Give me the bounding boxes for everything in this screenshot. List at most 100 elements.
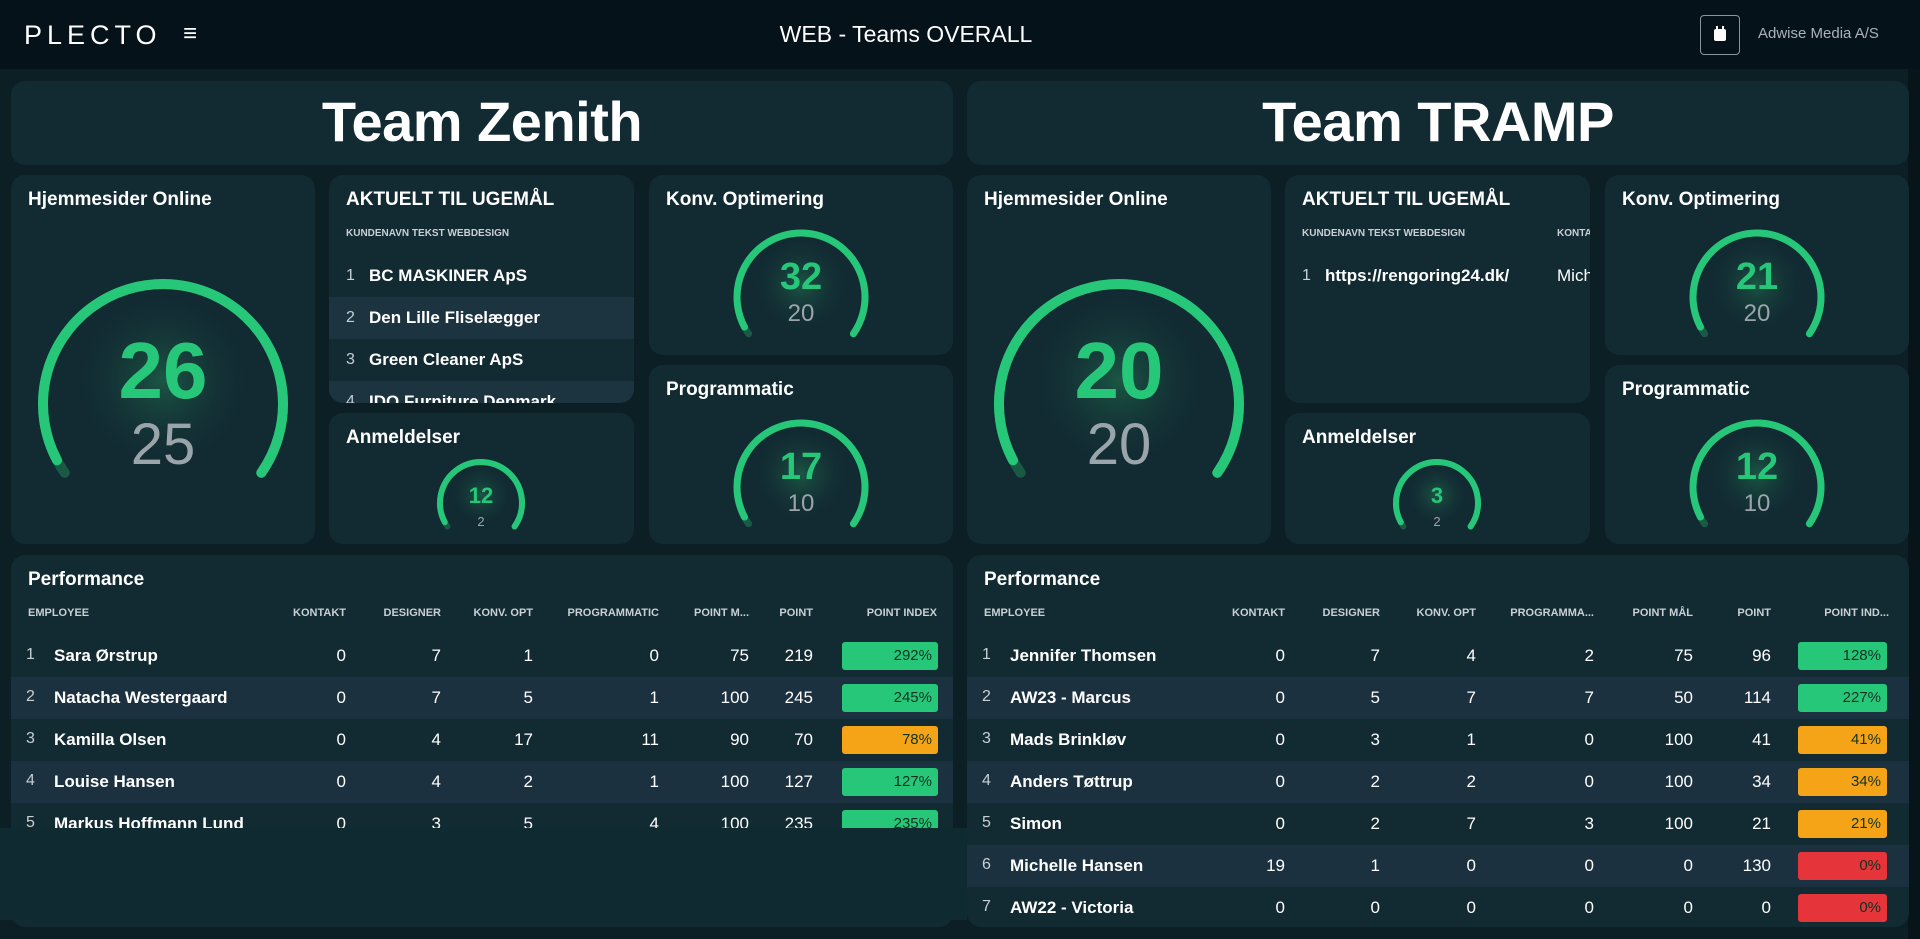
list-item[interactable]: 2 Den Lille Fliselægger (329, 297, 634, 339)
dashboard-title: WEB - Teams OVERALL (779, 21, 1033, 47)
column-header[interactable]: POINT (779, 607, 813, 619)
aktuelt-card[interactable]: AKTUELT TIL UGEMÅL KUNDENAVN TEKST WEBDES… (329, 175, 634, 403)
table-row[interactable]: 6 Michelle Hansen 19 1 0 0 0 130 0% (967, 845, 1909, 887)
cell-maal: 100 (720, 772, 749, 791)
employee-name: Jennifer Thomsen (1010, 646, 1157, 665)
cell-point: 0 (1761, 898, 1771, 917)
cell-konv: 1 (1466, 730, 1476, 749)
list-item[interactable]: 1 https://rengoring24.dk/Mich (1285, 255, 1590, 297)
hjemmesider-online-card[interactable]: Hjemmesider Online 26 25 (11, 175, 315, 544)
programmatic-card[interactable]: Programmatic 17 10 (649, 365, 953, 544)
performance-card[interactable]: Performance EMPLOYEE KONTAKT DESIGNER KONV. … (967, 555, 1909, 927)
row-rank: 1 (26, 646, 35, 663)
employee-name: Louise Hansen (54, 772, 175, 791)
organization-name[interactable]: Adwise Media A/S (1758, 25, 1879, 42)
hjemmesider-online-card[interactable]: Hjemmesider Online 20 20 (967, 175, 1271, 544)
table-row[interactable]: 2 Natacha Westergaard 0 7 5 1 100 245 245% (11, 677, 953, 719)
cell-maal: 90 (730, 730, 749, 749)
column-header[interactable]: PROGRAMMATIC (567, 607, 659, 619)
column-header[interactable]: DESIGNER (1322, 607, 1380, 619)
column-header[interactable]: POINT M... (694, 607, 749, 619)
column-header[interactable]: POINT INDEX (866, 607, 937, 619)
aktuelt-card[interactable]: AKTUELT TIL UGEMÅL KUNDENAVN TEKST WEBDES… (1285, 175, 1590, 403)
cell-point: 41 (1752, 730, 1771, 749)
column-header[interactable]: PROGRAMMA... (1510, 607, 1594, 619)
row-rank: 4 (26, 772, 35, 789)
cell-konv: 1 (523, 646, 533, 665)
calendar-button[interactable] (1700, 15, 1740, 55)
plecto-logo[interactable]: PLECTO (24, 20, 162, 50)
row-rank: 3 (26, 730, 35, 747)
employee-name: AW22 - Victoria (1010, 898, 1134, 917)
column-header[interactable]: KONV. OPT (473, 607, 534, 619)
column-header[interactable]: DESIGNER (383, 607, 441, 619)
cell-point: 114 (1743, 688, 1771, 707)
hamburger-menu-icon[interactable]: ≡ (183, 20, 198, 47)
column-header[interactable]: POINT IND... (1824, 607, 1889, 619)
gauge-fill (1689, 229, 1825, 338)
list-item[interactable]: 1 BC MASKINER ApS (329, 255, 634, 297)
obscured-region (0, 828, 967, 920)
column-header[interactable]: POINT (1737, 607, 1771, 619)
point-index-badge: 128% (1798, 642, 1887, 670)
team-name: Team Zenith (321, 90, 643, 153)
anmeldelser-card[interactable]: Anmeldelser 3 2 (1285, 413, 1590, 544)
table-row[interactable]: 4 Louise Hansen 0 4 2 1 100 127 127% (11, 761, 953, 803)
table-row[interactable]: 7 AW22 - Victoria 0 0 0 0 0 0 0% (967, 887, 1909, 927)
row-rank: 4 (982, 772, 991, 789)
cell-prog: 7 (1584, 688, 1594, 707)
column-header[interactable]: KONV. OPT (1416, 607, 1477, 619)
cell-konv: 7 (1466, 814, 1476, 833)
team-title-card: Team Zenith (11, 81, 953, 165)
cell-point: 245 (784, 688, 813, 707)
cell-maal: 50 (1674, 688, 1693, 707)
cell-konv: 5 (523, 814, 533, 833)
item-name: BC MASKINER ApS (369, 266, 528, 285)
point-index-badge: 227% (1798, 684, 1887, 712)
item-rank: 2 (346, 309, 355, 326)
gauge-target: 10 (788, 490, 815, 517)
point-index-badge: 0% (1798, 894, 1887, 922)
table-row[interactable]: 1 Sara Ørstrup 0 7 1 0 75 219 292% (11, 635, 953, 677)
table-row[interactable]: 5 Simon 0 2 7 3 100 21 21% (967, 803, 1909, 845)
anmeldelser-card[interactable]: Anmeldelser 12 2 (329, 413, 634, 544)
cell-point: 34 (1752, 772, 1771, 791)
column-header[interactable]: POINT MÅL (1632, 607, 1694, 619)
gauge-value: 20 (1075, 326, 1164, 415)
gauge-value: 17 (780, 446, 822, 488)
list-item[interactable]: 4 IDO Furniture Denmark (329, 381, 634, 403)
gauge-value: 12 (1736, 446, 1778, 488)
cell-prog: 0 (1584, 730, 1594, 749)
gauge-value: 32 (780, 256, 822, 298)
table-row[interactable]: 3 Mads Brinkløv 0 3 1 0 100 41 41% (967, 719, 1909, 761)
table-row[interactable]: 3 Kamilla Olsen 0 4 17 11 90 70 78% (11, 719, 953, 761)
cell-designer: 5 (1370, 688, 1380, 707)
column-header[interactable]: EMPLOYEE (28, 607, 90, 619)
gauge-target: 20 (1087, 412, 1152, 477)
card-title: Performance (28, 569, 145, 590)
column-header[interactable]: KONTAKT (293, 607, 346, 619)
programmatic-card[interactable]: Programmatic 12 10 (1605, 365, 1909, 544)
scrollbar[interactable] (1908, 69, 1920, 939)
table-row[interactable]: 4 Anders Tøttrup 0 2 2 0 100 34 34% (967, 761, 1909, 803)
column-header[interactable]: KONTAKT (1232, 607, 1285, 619)
column-header: KUNDENAVN TEKST WEBDESIGN (1302, 228, 1466, 239)
konv-optimering-card[interactable]: Konv. Optimering 21 20 (1605, 175, 1909, 355)
cell-maal: 100 (1664, 730, 1693, 749)
list-item[interactable]: 3 Green Cleaner ApS (329, 339, 634, 381)
cell-kontakt: 0 (1275, 646, 1285, 665)
card-title: Anmeldelser (1302, 427, 1417, 448)
table-row[interactable]: 2 AW23 - Marcus 0 5 7 7 50 114 227% (967, 677, 1909, 719)
table-row[interactable]: 1 Jennifer Thomsen 0 7 4 2 75 96 128% (967, 635, 1909, 677)
cell-kontakt: 19 (1266, 856, 1285, 875)
anmeldelser-gauge: 32 (1393, 459, 1481, 530)
column-header[interactable]: EMPLOYEE (984, 607, 1046, 619)
konv-optimering-card[interactable]: Konv. Optimering 32 20 (649, 175, 953, 355)
team-title-card: Team TRAMP (967, 81, 1909, 165)
cell-prog: 3 (1584, 814, 1594, 833)
row-rank: 3 (982, 730, 991, 747)
cell-prog: 1 (649, 772, 659, 791)
cell-konv: 4 (1466, 646, 1476, 665)
